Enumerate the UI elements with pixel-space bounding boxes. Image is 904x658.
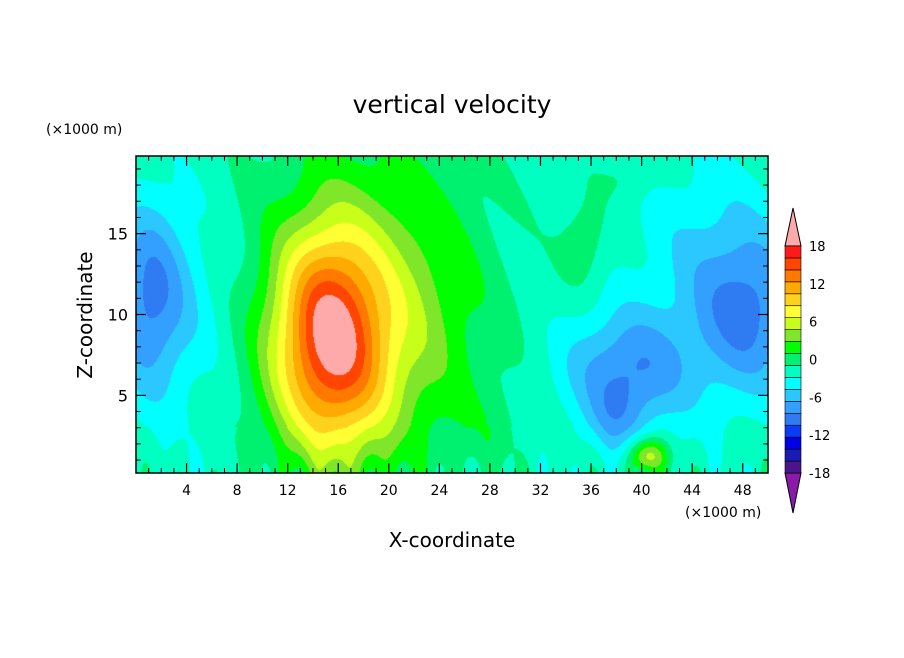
colorbar-tick-label: 0 xyxy=(809,354,817,369)
colorbar: 18 12 6 0 -6 -12 -18 xyxy=(784,207,830,514)
colorbar-band xyxy=(784,412,802,426)
y-axis-label: Z-coordinate xyxy=(73,251,97,378)
y-tick-label: 15 xyxy=(108,225,128,244)
colorbar-band xyxy=(784,269,802,283)
x-tick-label: 32 xyxy=(532,483,550,499)
plot-area xyxy=(135,155,769,474)
colorbar-band xyxy=(784,353,802,366)
colorbar-band xyxy=(784,401,802,414)
colorbar-band xyxy=(784,365,802,378)
y-tick-label: 5 xyxy=(118,386,128,405)
colorbar-band xyxy=(784,389,802,402)
colorbar-band xyxy=(784,448,802,462)
x-tick-label: 8 xyxy=(233,483,242,499)
colorbar-band xyxy=(784,305,802,318)
x-tick-label: 48 xyxy=(734,483,752,499)
colorbar-band xyxy=(784,424,802,438)
colorbar-band xyxy=(784,317,802,330)
colorbar-tick-label: -6 xyxy=(809,391,822,406)
y-tick-label: 10 xyxy=(108,306,128,325)
colorbar-band xyxy=(784,257,802,271)
x-tick-label: 24 xyxy=(430,483,448,499)
colorbar-band xyxy=(784,377,802,390)
colorbar-band xyxy=(784,436,802,450)
colorbar-tick-label: -18 xyxy=(809,467,830,482)
x-tick-label: 4 xyxy=(182,483,191,499)
colorbar-band xyxy=(784,341,802,354)
chart-title: vertical velocity xyxy=(353,90,552,119)
colorbar-tick-label: -12 xyxy=(809,429,830,444)
x-tick-label: 36 xyxy=(582,483,600,499)
velocity-field xyxy=(136,156,768,473)
colorbar-tick-label: 6 xyxy=(809,316,817,331)
colorbar-band xyxy=(784,245,802,259)
x-axis-ticks: 4 8 12 16 20 24 28 32 36 40 44 48 xyxy=(148,156,756,499)
x-tick-label: 44 xyxy=(683,483,701,499)
x-tick-label: 28 xyxy=(481,483,499,499)
colorbar-tick-label: 18 xyxy=(809,240,826,255)
colorbar-band xyxy=(784,460,802,474)
x-tick-label: 12 xyxy=(279,483,297,499)
colorbar-extend-min xyxy=(784,472,802,514)
x-tick-label: 20 xyxy=(380,483,398,499)
colorbar-band xyxy=(784,281,802,295)
colorbar-extend-max xyxy=(784,207,802,247)
colorbar-band xyxy=(784,329,802,342)
y-axis-ticks: 5 10 15 xyxy=(108,168,768,461)
x-axis-unit: (×1000 m) xyxy=(685,505,761,521)
y-axis-unit: (×1000 m) xyxy=(46,122,122,138)
colorbar-tick-label: 12 xyxy=(809,278,826,293)
x-tick-label: 16 xyxy=(329,483,347,499)
x-tick-label: 40 xyxy=(633,483,651,499)
colorbar-band xyxy=(784,293,802,307)
x-axis-label: X-coordinate xyxy=(389,528,516,552)
